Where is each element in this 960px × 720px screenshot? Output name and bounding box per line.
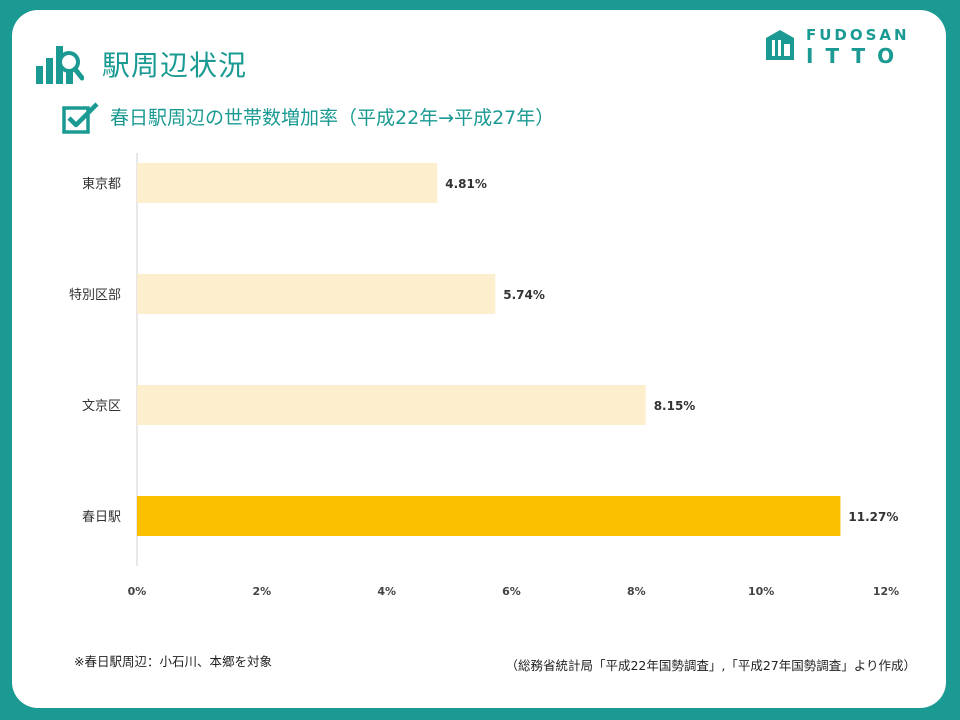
bar-1 xyxy=(137,163,438,203)
checkbox-icon xyxy=(62,102,99,134)
page-title: 駅周辺状況 xyxy=(102,49,248,82)
x-tick-label: 4% xyxy=(377,585,396,598)
bar-2 xyxy=(137,274,496,314)
category-label: 春日駅 xyxy=(82,510,121,525)
x-tick-label: 2% xyxy=(252,585,271,598)
brand-name-top: FUDOSAN xyxy=(806,26,910,44)
footnote-scope: ※春日駅周辺：小石川、本郷を対象 xyxy=(74,654,272,669)
value-label: 11.27% xyxy=(848,510,898,524)
bar-chart: 東京都 4.81% 特別区部 5.74% 文京区 8.15% 春日駅 11.27% 0% 2% 4%… xyxy=(69,153,899,598)
value-label: 4.81% xyxy=(445,177,487,191)
x-tick-label: 0% xyxy=(128,585,147,598)
brand-name-bottom: ITTO xyxy=(806,44,907,68)
brand-logo: FUDOSAN ITTO xyxy=(764,22,924,68)
x-tick-label: 6% xyxy=(502,585,521,598)
bar-3 xyxy=(137,385,646,425)
chart-title: 春日駅周辺の世帯数増加率（平成22年→平成27年） xyxy=(110,107,555,129)
house-logo-icon xyxy=(766,30,794,60)
value-label: 5.74% xyxy=(503,288,545,302)
category-label: 文京区 xyxy=(82,399,121,414)
x-tick-label: 10% xyxy=(748,585,774,598)
category-label: 特別区部 xyxy=(69,288,121,303)
value-label: 8.15% xyxy=(654,399,696,413)
slide-card: 駅周辺状況 FUDOSAN ITTO 春日駅周辺の世帯数増加率（平成22年→平成… xyxy=(12,10,946,708)
footnote-source: （総務省統計局「平成22年国勢調査」,「平成27年国勢調査」より作成） xyxy=(505,658,916,673)
bar-4 xyxy=(137,496,841,536)
category-label: 東京都 xyxy=(82,176,121,192)
chart-search-icon xyxy=(36,46,84,84)
x-tick-label: 12% xyxy=(873,585,899,598)
x-tick-label: 8% xyxy=(627,585,646,598)
